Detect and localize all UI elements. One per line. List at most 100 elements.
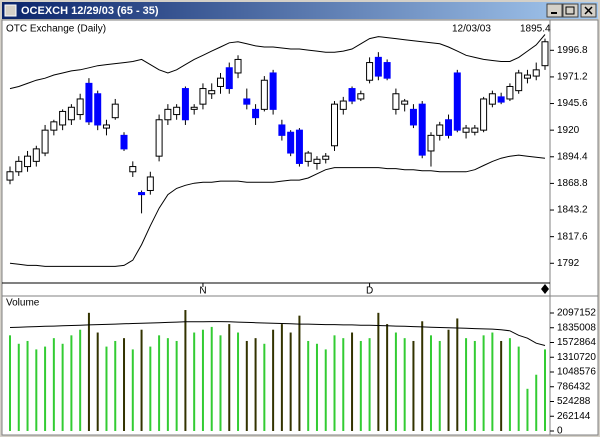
candle-body — [155, 119, 163, 157]
volume-bar — [26, 340, 29, 431]
volume-bar — [70, 335, 73, 431]
window-title: OCEXCH 12/29/03 (65 - 35) — [21, 5, 159, 17]
candle-body — [357, 93, 365, 100]
candle-body — [445, 119, 453, 136]
candle-body — [348, 88, 356, 102]
candle-body — [287, 131, 295, 154]
volume-bar — [219, 335, 222, 431]
candle-body — [269, 72, 277, 110]
volume-bar — [61, 343, 64, 431]
candle-body — [111, 103, 119, 119]
current-marker — [541, 284, 549, 294]
volume-bar — [96, 332, 99, 431]
volume-bar — [245, 340, 248, 431]
volume-bar — [315, 343, 318, 431]
candle-body — [488, 93, 496, 105]
y-tick-label: 2097152 — [557, 308, 596, 319]
volume-bar — [44, 346, 47, 431]
volume-bar — [394, 332, 397, 431]
close-glyph — [584, 6, 593, 15]
candle-body — [523, 74, 531, 79]
price-chart: 1996.8 1971.2 1945.6 1920 1894.4 1868.8 1843.2… — [6, 34, 588, 297]
volume-bar — [482, 335, 485, 431]
volume-bar — [324, 349, 327, 431]
candle-body — [480, 98, 488, 131]
candle-body — [331, 103, 339, 147]
y-tick-label: 262144 — [557, 411, 591, 422]
volume-bar — [140, 329, 143, 431]
y-tick-label: 1971.2 — [557, 72, 588, 83]
date-label: 12/03/03 — [452, 24, 491, 35]
volume-bar — [114, 340, 117, 431]
y-tick-label: 1894.4 — [557, 151, 588, 162]
candle-body — [532, 69, 540, 77]
volume-bar — [438, 340, 441, 431]
candle-body — [94, 93, 102, 126]
upper-band — [9, 34, 546, 90]
volume-bar — [491, 332, 494, 431]
maximize-button[interactable] — [562, 3, 579, 18]
candle-body — [190, 106, 198, 110]
candle-body — [32, 148, 40, 162]
y-tick-label: 0 — [557, 426, 563, 437]
candle-body — [322, 155, 330, 160]
volume-bar — [412, 340, 415, 431]
volume-bar — [429, 335, 432, 431]
candle-body — [50, 121, 58, 131]
lower-band — [9, 154, 546, 267]
volume-bar — [421, 321, 424, 431]
candle-body — [216, 77, 224, 87]
x-tick-label: D — [366, 286, 373, 297]
volume-bar — [307, 340, 310, 431]
volume-bar — [87, 312, 90, 431]
candle-body — [243, 98, 251, 105]
candle-body — [129, 166, 137, 173]
candle-body — [76, 98, 84, 116]
candle-body — [252, 108, 260, 119]
volume-bar — [105, 346, 108, 431]
volume-bar — [377, 312, 380, 431]
last-value: 1895.4 — [520, 24, 551, 35]
candle-body — [295, 129, 303, 164]
volume-bar — [166, 338, 169, 431]
volume-bar — [342, 338, 345, 431]
volume-bar — [386, 324, 389, 431]
y-tick-label: 1792 — [557, 258, 580, 269]
title-bar — [2, 2, 598, 19]
candle-body — [436, 124, 444, 136]
maximize-glyph — [565, 6, 575, 15]
y-tick-label: 1945.6 — [557, 98, 588, 109]
volume-bar — [368, 338, 371, 431]
candle-body — [138, 192, 146, 196]
window-buttons[interactable] — [546, 3, 597, 18]
candle-body — [234, 58, 242, 74]
candle-body — [497, 96, 505, 103]
candle-body — [541, 41, 549, 67]
volume-bar — [175, 340, 178, 431]
volume-bar — [280, 324, 283, 431]
x-tick-label: N — [199, 286, 206, 297]
y-tick-label: 524288 — [557, 396, 591, 407]
candle-body — [418, 103, 426, 156]
volume-bar — [210, 326, 213, 431]
candle-body — [120, 134, 128, 150]
minimize-button[interactable] — [546, 3, 563, 18]
candle-body — [24, 155, 32, 168]
volume-bar — [9, 335, 11, 431]
volume-bar — [351, 332, 354, 431]
candle-body — [67, 106, 75, 121]
candle-body — [427, 134, 435, 152]
volume-bar — [456, 318, 459, 431]
candle-body — [260, 79, 268, 110]
candle-body — [471, 127, 479, 133]
y-tick-label: 1843.2 — [557, 205, 588, 216]
candle-body — [146, 176, 154, 191]
y-tick-label: 1920 — [557, 125, 580, 136]
y-tick-label: 786432 — [557, 381, 591, 392]
volume-chart: 2097152 1835008 1572864 1310720 1048576 78643… — [9, 308, 596, 437]
volume-bar — [35, 349, 38, 431]
volume-bar — [254, 338, 257, 431]
y-tick-label: 1996.8 — [557, 45, 588, 56]
volume-bar — [403, 338, 406, 431]
